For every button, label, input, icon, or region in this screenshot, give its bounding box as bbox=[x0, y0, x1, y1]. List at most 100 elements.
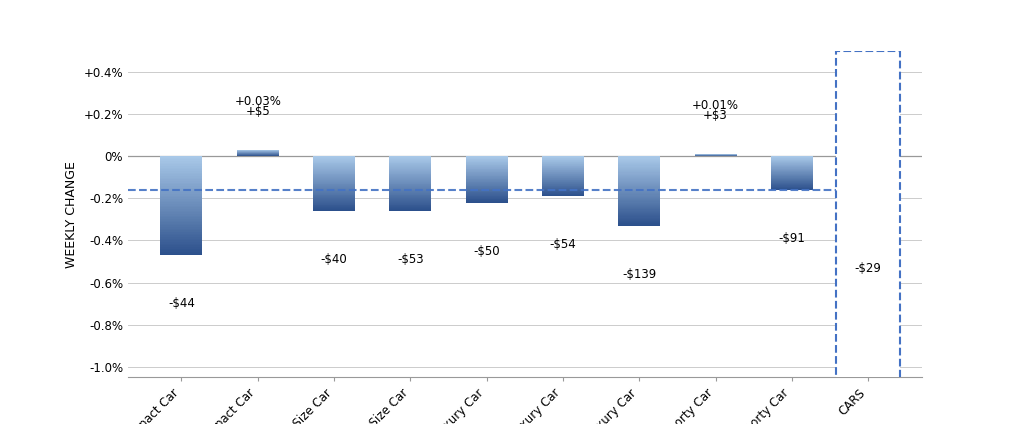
Bar bbox=[618, 175, 660, 176]
Bar bbox=[771, 185, 813, 186]
Bar bbox=[466, 187, 508, 188]
Bar bbox=[771, 173, 813, 174]
Bar bbox=[618, 170, 660, 171]
Bar bbox=[618, 160, 660, 161]
Bar bbox=[771, 165, 813, 166]
Bar bbox=[847, 166, 889, 167]
Bar bbox=[389, 178, 431, 179]
Bar bbox=[313, 173, 355, 174]
Bar bbox=[389, 166, 431, 167]
Bar bbox=[771, 157, 813, 158]
Bar bbox=[466, 173, 508, 174]
Bar bbox=[313, 168, 355, 169]
Bar bbox=[161, 230, 203, 232]
Bar bbox=[389, 174, 431, 176]
Bar bbox=[161, 161, 203, 163]
Bar bbox=[771, 171, 813, 172]
Bar bbox=[161, 178, 203, 179]
Bar bbox=[466, 162, 508, 163]
Bar bbox=[618, 207, 660, 208]
Bar bbox=[618, 189, 660, 190]
Bar bbox=[847, 165, 889, 166]
Bar bbox=[389, 183, 431, 184]
Bar bbox=[542, 170, 584, 171]
Bar bbox=[466, 178, 508, 179]
Bar bbox=[618, 183, 660, 184]
Bar bbox=[618, 206, 660, 207]
Text: -$91: -$91 bbox=[778, 232, 805, 245]
Bar bbox=[161, 186, 203, 187]
Bar bbox=[542, 159, 584, 160]
Bar bbox=[542, 178, 584, 179]
Bar bbox=[389, 190, 431, 191]
Bar bbox=[542, 176, 584, 177]
Bar bbox=[466, 158, 508, 159]
Bar bbox=[161, 252, 203, 254]
Bar bbox=[161, 206, 203, 207]
Bar bbox=[542, 167, 584, 168]
Bar bbox=[771, 184, 813, 185]
Bar bbox=[466, 184, 508, 185]
Bar bbox=[542, 157, 584, 158]
Bar bbox=[466, 157, 508, 158]
Bar bbox=[389, 160, 431, 161]
Bar bbox=[847, 162, 889, 163]
Bar bbox=[466, 169, 508, 170]
Bar bbox=[389, 173, 431, 174]
Bar bbox=[466, 161, 508, 162]
Bar bbox=[313, 179, 355, 180]
Bar bbox=[313, 185, 355, 186]
Bar bbox=[313, 199, 355, 200]
Bar bbox=[618, 156, 660, 157]
Bar bbox=[618, 186, 660, 187]
Bar bbox=[466, 185, 508, 186]
Bar bbox=[161, 189, 203, 191]
Bar bbox=[313, 171, 355, 172]
Bar bbox=[847, 188, 889, 189]
Bar bbox=[618, 198, 660, 199]
Bar bbox=[847, 174, 889, 175]
Bar bbox=[389, 172, 431, 173]
Bar bbox=[618, 190, 660, 191]
Bar bbox=[161, 192, 203, 194]
Bar bbox=[542, 181, 584, 182]
Bar bbox=[847, 171, 889, 172]
Bar bbox=[389, 195, 431, 196]
Bar bbox=[618, 165, 660, 167]
Bar bbox=[618, 177, 660, 178]
Bar bbox=[313, 184, 355, 185]
Bar bbox=[389, 186, 431, 187]
Bar bbox=[161, 209, 203, 211]
Bar bbox=[771, 187, 813, 188]
Bar bbox=[618, 181, 660, 183]
Bar bbox=[389, 187, 431, 188]
Bar bbox=[389, 157, 431, 158]
Bar bbox=[466, 189, 508, 190]
Bar bbox=[161, 240, 203, 242]
Bar bbox=[389, 161, 431, 162]
Text: +0.03%: +0.03% bbox=[234, 95, 282, 108]
Bar bbox=[466, 174, 508, 175]
Bar bbox=[542, 160, 584, 161]
Bar bbox=[389, 209, 431, 210]
Bar bbox=[389, 200, 431, 201]
Bar bbox=[847, 172, 889, 173]
Bar bbox=[313, 191, 355, 192]
Bar bbox=[847, 176, 889, 177]
Bar bbox=[161, 215, 203, 217]
Bar bbox=[313, 192, 355, 194]
Bar bbox=[313, 189, 355, 190]
Text: +0.01%: +0.01% bbox=[692, 99, 739, 112]
Bar bbox=[466, 166, 508, 167]
Bar bbox=[161, 173, 203, 174]
Bar bbox=[466, 176, 508, 177]
Bar bbox=[466, 160, 508, 161]
Bar bbox=[466, 159, 508, 160]
Bar bbox=[542, 183, 584, 184]
Bar bbox=[313, 167, 355, 168]
Bar bbox=[389, 198, 431, 199]
Bar bbox=[847, 173, 889, 174]
Bar bbox=[466, 180, 508, 181]
Bar bbox=[618, 168, 660, 169]
Bar bbox=[847, 158, 889, 159]
